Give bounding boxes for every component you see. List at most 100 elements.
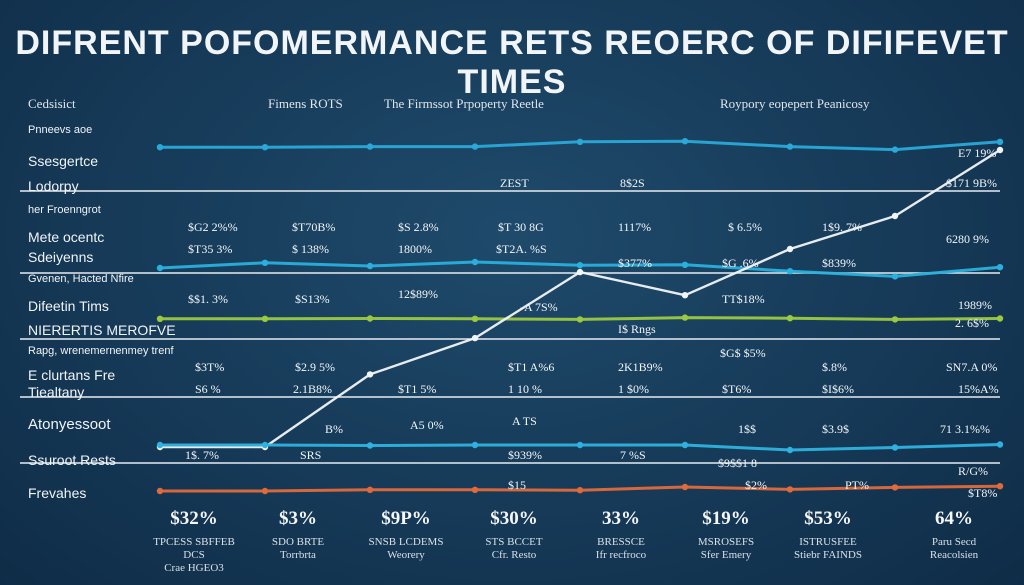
data-point-cyan-top-1 — [261, 144, 269, 151]
data-point-orange-7 — [891, 484, 899, 491]
data-point-white-rise-6 — [786, 245, 794, 253]
data-point-green-6 — [786, 315, 794, 322]
data-point-white-rise-7 — [891, 212, 899, 220]
series-green — [156, 314, 1004, 323]
value-cell: $G2 2%% — [188, 220, 238, 234]
value-cell: $G .6% — [722, 256, 759, 270]
row-label: Sdeiyenns — [28, 249, 94, 265]
data-point-white-rise-5 — [681, 292, 689, 299]
data-point-white-rise-2 — [366, 371, 374, 378]
value-cell: A5 0% — [410, 418, 444, 432]
data-point-orange-5 — [681, 483, 689, 491]
data-point-cyan-mid-0 — [156, 264, 164, 272]
footer-caption: SNSB LCDEMS Weorery — [356, 536, 456, 562]
footer-caption-line1: BRESSCE — [597, 536, 645, 548]
data-point-green-4 — [576, 316, 584, 323]
value-cell: I$ Rngs — [618, 322, 656, 336]
value-cell: 1$. 7% — [185, 448, 219, 462]
data-point-orange-6 — [786, 486, 794, 493]
value-cell: $T1 5% — [398, 382, 437, 396]
data-point-green-3 — [471, 315, 479, 322]
data-point-green-2 — [366, 315, 374, 322]
footer-caption-line1: MSROSEFS — [697, 536, 755, 548]
row-label: Gvenen, Hacted Nfire — [28, 273, 134, 285]
row-label: Frevahes — [28, 485, 87, 501]
footer-caption: STS BCCET Cfr. Resto — [464, 536, 564, 562]
value-cell: 1117% — [618, 220, 652, 234]
data-point-cyan-top-5 — [681, 138, 689, 145]
value-cell: $T70B% — [292, 220, 336, 234]
data-point-cyan-low-7 — [891, 444, 899, 451]
data-point-cyan-top-8 — [996, 138, 1004, 145]
footer-caption-line2: Torrbrta — [280, 549, 316, 561]
row-label: E clurtans Fre — [28, 367, 116, 383]
footer-caption: ISTRUSFEE Stiebr FAINDS — [778, 536, 878, 562]
header-col-3: Roypory eopepert Peanicosy — [720, 96, 870, 111]
data-point-cyan-top-0 — [156, 144, 164, 151]
row-label: her Froenngrot — [28, 204, 101, 216]
row-label: Tiealtany — [28, 384, 85, 400]
data-point-cyan-mid-6 — [786, 268, 794, 275]
series-white-rise — [156, 146, 1004, 451]
footer-caption-line2: Stiebr FAINDS — [794, 549, 862, 561]
data-point-cyan-low-1 — [261, 441, 269, 449]
value-cell: $939% — [508, 448, 542, 462]
data-point-cyan-top-4 — [576, 138, 584, 145]
value-cell: $T6% — [722, 382, 752, 396]
row-label: NIERERTIS MEROFVE — [28, 322, 176, 338]
footer-caption-line1: STS BCCET — [485, 536, 543, 548]
value-cell: 1$9. 7% — [822, 220, 862, 234]
value-cell: $171 9B% — [946, 176, 997, 190]
footer-value: $3% — [279, 508, 317, 529]
value-cell: 7 %S — [620, 448, 646, 462]
value-cell: PT% — [845, 478, 869, 492]
value-cell: R/G% — [958, 464, 988, 478]
value-cell: $S 2.8% — [398, 220, 439, 234]
footer-caption: SDO BRTE Torrbrta — [248, 536, 348, 562]
data-point-white-rise-8 — [996, 146, 1004, 154]
data-point-green-5 — [681, 314, 689, 321]
value-cell: $9$$1 8 — [718, 456, 757, 470]
value-cell: S6 % — [195, 382, 221, 396]
series-layer — [156, 138, 1004, 495]
series-orange — [156, 483, 1004, 495]
data-point-cyan-mid-3 — [471, 258, 479, 266]
data-point-green-1 — [261, 315, 269, 322]
data-point-cyan-mid-2 — [366, 262, 374, 270]
footer-caption-line1: TPCESS SBFFEB DCS — [153, 536, 235, 561]
data-point-orange-1 — [261, 487, 269, 495]
value-cell: $839% — [822, 256, 856, 270]
footer-caption: TPCESS SBFFEB DCS Crae HGEO3 — [144, 536, 244, 575]
footer-value: $30% — [490, 508, 538, 529]
footer-caption-line2: Crae HGEO3 — [164, 562, 224, 574]
value-cell: 2K1B9% — [618, 360, 663, 374]
value-cell: SRS — [300, 448, 322, 462]
data-point-green-0 — [156, 315, 164, 322]
value-cell: $T 30 8G — [498, 220, 544, 234]
footer-value: $32% — [170, 508, 218, 529]
data-point-cyan-low-2 — [366, 442, 374, 449]
value-cell: $15 — [508, 478, 526, 492]
footer-caption: MSROSEFS Sfer Emery — [676, 536, 776, 562]
footer-value: $53% — [804, 508, 852, 529]
data-point-orange-3 — [471, 486, 479, 493]
footer-caption-line2: Reacolsien — [929, 549, 979, 561]
value-cell: ZEST — [500, 176, 529, 190]
value-cell: 2.1B8% — [293, 382, 332, 396]
series-line-white-rise — [160, 148, 1001, 449]
data-point-cyan-low-0 — [156, 441, 164, 449]
value-cell: 6280 9% — [946, 232, 989, 246]
data-point-cyan-low-8 — [996, 441, 1004, 448]
value-cell: $2.9 5% — [295, 360, 335, 374]
footer-caption: BRESSCE Ifr recfroco — [571, 536, 671, 562]
series-cyan-mid — [156, 258, 1004, 280]
header-col-1: Fimens ROTS — [268, 96, 343, 111]
data-point-orange-2 — [366, 486, 374, 493]
footer-caption-line2: Weorery — [387, 549, 425, 561]
value-cell: 1 10 % — [508, 382, 542, 396]
footer-value: 64% — [935, 508, 973, 529]
footer-caption-line1: ISTRUSFEE — [799, 536, 857, 548]
footer-caption: Paru Secd Reacolsien — [904, 536, 1004, 562]
value-cell: $S13% — [295, 292, 330, 306]
